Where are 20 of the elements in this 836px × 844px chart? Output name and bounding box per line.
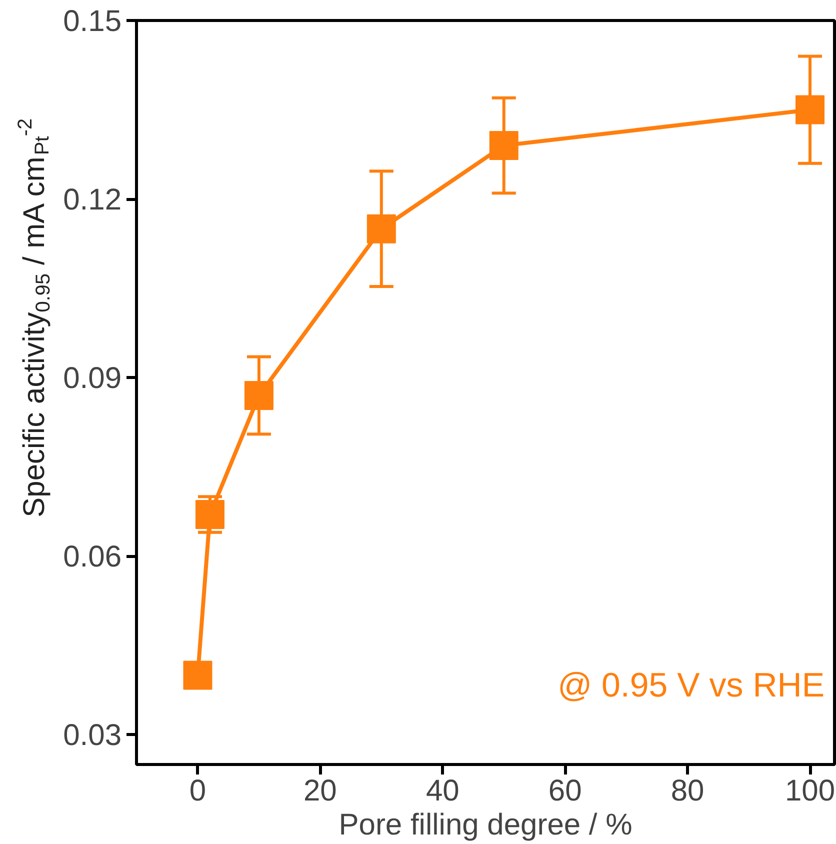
y-tick-label: 0.06 — [63, 540, 122, 574]
y-tick-label: 0.15 — [63, 5, 122, 38]
y-tick-label: 0.03 — [63, 719, 122, 752]
x-tick-label: 100 — [784, 774, 836, 808]
point — [796, 95, 825, 124]
x-tick-label: 0 — [189, 774, 206, 808]
annotation: @ 0.95 V vs RHE — [558, 666, 824, 704]
point — [195, 500, 224, 530]
point — [489, 130, 518, 160]
x-tick-label: 60 — [548, 774, 582, 808]
point — [366, 214, 396, 244]
y-tick-label: 0.09 — [63, 362, 122, 396]
y-axis-title: Specific activity0.95 / mA cmPt-2 — [14, 118, 54, 518]
x-axis-title: Pore filling degree / % — [338, 808, 632, 842]
x-tick-label: 40 — [426, 774, 460, 808]
point — [183, 660, 212, 690]
x-tick-label: 20 — [304, 774, 337, 808]
y-tick-label: 0.12 — [63, 184, 122, 217]
x-tick-label: 80 — [670, 774, 704, 808]
point — [244, 380, 274, 410]
